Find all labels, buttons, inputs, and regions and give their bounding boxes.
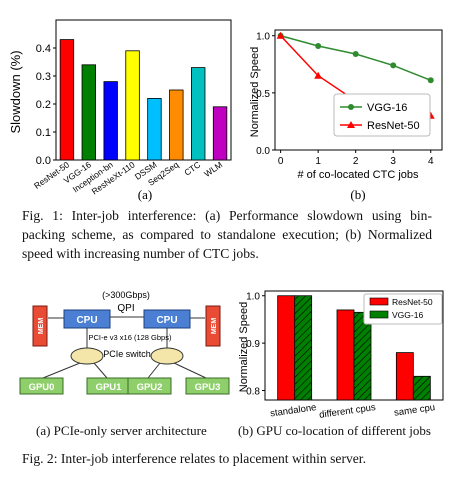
legend-c-resnet50-swatch	[369, 297, 389, 306]
qpi-bandwidth-label: (>300Gbps)	[102, 290, 150, 300]
figure2-sub-a: (a) PCIe-only server architecture	[36, 423, 207, 438]
chart-a-frame	[55, 19, 232, 161]
figure2-caption: Fig. 2: Inter-job interference relates t…	[22, 451, 366, 466]
chart-b-point	[427, 77, 434, 84]
chart-b-point	[276, 31, 285, 39]
pcie-switch-label: PCIe switch	[103, 349, 151, 359]
chart-c-xtick-label: different cpus	[319, 402, 377, 421]
chart-a-ytick-label: 0.3	[36, 71, 51, 83]
chart-b-legend: VGG-16 ResNet-50	[333, 93, 431, 137]
chart-a-xtick-label: CTC	[182, 159, 202, 177]
pcie-switch-right	[150, 347, 184, 365]
chart-a-xtick-label: WLM	[202, 159, 224, 179]
link-switch-gpu0	[42, 362, 81, 379]
chart-b-ticks: 0 1 2 3 4 0.0 0.5 1.0	[256, 32, 434, 167]
legend-resnet50-label: ResNet-50	[367, 120, 420, 132]
gpu-box	[127, 377, 172, 395]
chart-c-bar	[294, 295, 313, 401]
mem-right-label: MEM	[211, 318, 218, 335]
figure1-caption: Fig. 1: Inter-job interference: (a) Perf…	[22, 208, 432, 261]
chart-b-xlabel: # of co-located CTC jobs	[297, 169, 419, 181]
legend-vgg16-marker	[348, 104, 354, 110]
chart-c-bar	[412, 375, 431, 401]
chart-a-ytick-label: 0.2	[36, 99, 51, 111]
mem-left-label: MEM	[38, 318, 45, 335]
chart-c-legend: ResNet-50 VGG-16	[363, 293, 443, 325]
chart-a-bar	[59, 39, 75, 161]
gpu-label: GPU0	[29, 382, 55, 393]
chart-b-ylabel: Normalized Speed	[249, 47, 261, 138]
chart-b-point	[352, 51, 359, 57]
chart-a-ytick-label: 0.0	[36, 155, 51, 167]
chart-c-ytick-label: 0.9	[246, 339, 260, 350]
cpu-right-label: CPU	[156, 315, 177, 326]
chart-a-bar	[147, 98, 162, 161]
chart-b-ytick-label: 0.0	[256, 146, 270, 157]
chart-a-xticks: ResNet-50VGG-16Inception-bnResNeXt-110DS…	[32, 159, 224, 196]
chart-b-point	[315, 43, 322, 49]
chart-a-bars	[59, 39, 228, 161]
mem-right-box	[205, 305, 221, 347]
gpu-boxes: GPU0 GPU1 GPU2 GPU3	[19, 377, 230, 395]
chart-c-bars	[277, 295, 431, 401]
chart-c-ytick-label: 0.8	[246, 387, 260, 398]
cpu-left-label: CPU	[76, 315, 97, 326]
chart-a-bar	[103, 81, 118, 161]
legend-c-resnet50-label: ResNet-50	[392, 297, 433, 307]
chart-c-bar	[395, 352, 414, 401]
link-switch-gpu2	[147, 362, 161, 379]
legend-c-vgg16-swatch	[369, 310, 389, 319]
chart-a-ytick-label: 0.1	[36, 127, 51, 139]
chart-b-ytick-label: 1.0	[256, 32, 270, 43]
chart-a-bar	[212, 106, 228, 161]
gpu-label: GPU1	[96, 382, 123, 393]
chart-b-xtick-label: 1	[315, 156, 321, 167]
chart-c-bar	[336, 309, 355, 401]
chart-a-sublabel: (a)	[138, 187, 152, 202]
legend-resnet50-marker	[347, 121, 355, 128]
link-switch-gpu1	[93, 362, 108, 379]
architecture-diagram: (>300Gbps) QPI MEM MEM CPU CPU PCI-e v3 …	[19, 290, 230, 395]
pcie-switch-left	[70, 347, 104, 365]
link-switch-gpu3	[173, 362, 207, 379]
chart-c-xtick-label: same cpu	[393, 402, 435, 419]
chart-c-ylabel: Normalized Speed	[238, 302, 250, 393]
chart-a-bar	[125, 50, 140, 161]
chart-c-xtick-label: standalone	[270, 402, 318, 419]
chart-b-ytick-label: 0.5	[256, 89, 270, 100]
chart-a-ytick-label: 0.4	[36, 43, 51, 55]
chart-b-xtick-label: 3	[390, 156, 396, 167]
chart-b-normalized-speed: 0 1 2 3 4 0.0 0.5 1.0 Normalized Speed # of co-…	[249, 29, 443, 181]
chart-colocation: 0.8 0.9 1.0 standalone different cpus same cp…	[238, 290, 444, 421]
chart-c-ytick-label: 1.0	[246, 292, 260, 303]
gpu-box	[185, 377, 230, 395]
gpu-label: GPU2	[137, 382, 163, 393]
legend-vgg16-label: VGG-16	[367, 102, 407, 114]
chart-c-bar	[353, 311, 372, 401]
chart-a-bar	[169, 89, 184, 161]
chart-b-xtick-label: 2	[353, 156, 359, 167]
chart-c-bar	[277, 295, 296, 401]
chart-a-bar	[81, 64, 96, 161]
mem-left-box	[32, 305, 48, 347]
chart-a-ylabel: Slowdown (%)	[8, 50, 23, 133]
chart-b-xtick-label: 0	[278, 156, 284, 167]
chart-b-frame	[274, 29, 443, 151]
figure2-sub-b: (b) GPU co-location of different jobs	[238, 423, 431, 438]
chart-a-slowdown: 0.0 0.1 0.2 0.3 0.4 ResNet-50VGG-16Inception…	[8, 19, 232, 197]
legend-c-vgg16-label: VGG-16	[392, 310, 423, 320]
chart-a-bar	[191, 67, 206, 161]
qpi-label: QPI	[117, 303, 134, 314]
gpu-box	[19, 377, 64, 395]
chart-b-point	[390, 62, 397, 69]
chart-a-yticks: 0.0 0.1 0.2 0.3 0.4	[36, 43, 56, 167]
chart-b-xtick-label: 4	[428, 156, 434, 167]
gpu-label: GPU3	[195, 382, 221, 393]
chart-b-sublabel: (b)	[350, 187, 365, 202]
chart-b-series-line	[280, 34, 432, 81]
chart-b-point	[314, 71, 323, 79]
pcie-link-label: PCI-e v3 x16 (128 Gbps)	[89, 333, 172, 342]
